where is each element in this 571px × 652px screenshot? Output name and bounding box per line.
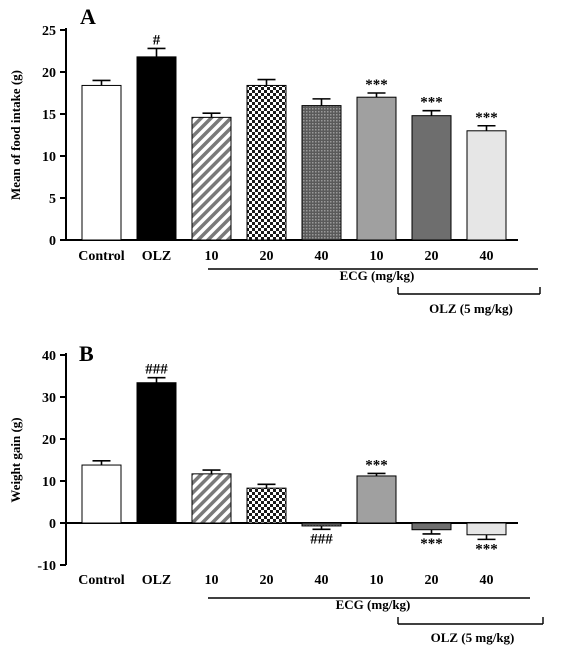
panel-b: B Weight gain (g) -10 0 10 20 30 40 ### ### ***… (8, 341, 544, 645)
x-tick-label: 40 (480, 573, 494, 588)
x-tick-label: Control (78, 573, 125, 588)
panel-b-y-axis-label: Weight gain (g) (8, 417, 23, 502)
y-tick-label: 0 (49, 517, 56, 532)
x-tick-label: 20 (425, 573, 439, 588)
x-tick-label: 10 (205, 249, 219, 264)
bar (246, 84, 287, 241)
significance-label: *** (475, 110, 498, 126)
panel-a-bars: # *** *** *** (81, 32, 507, 241)
y-tick-label: 20 (42, 66, 56, 81)
panel-a: A Mean of food intake (g) 0 5 10 15 20 25 # **… (8, 4, 541, 316)
bar (411, 522, 452, 531)
x-tick-label: OLZ (142, 573, 172, 588)
y-tick-label: -10 (37, 559, 56, 574)
panel-b-letter: B (79, 341, 94, 366)
y-tick-label: 20 (42, 433, 56, 448)
group-label: OLZ (5 mg/kg) (429, 301, 513, 316)
bar (356, 96, 397, 241)
bar (301, 522, 342, 527)
significance-label: ### (310, 531, 333, 547)
significance-label: *** (365, 457, 388, 473)
bar (81, 464, 122, 524)
bar (301, 105, 342, 241)
x-tick-label: 40 (480, 249, 494, 264)
y-tick-label: 10 (42, 475, 56, 490)
bar (191, 473, 232, 524)
x-tick-label: Control (78, 249, 125, 264)
x-tick-label: 20 (260, 249, 274, 264)
bar (356, 475, 397, 524)
panel-b-x-tick-labels: Control OLZ 10 20 40 10 20 40 (78, 573, 493, 588)
group-label: OLZ (5 mg/kg) (431, 630, 515, 645)
panel-b-group-brackets: ECG (mg/kg) OLZ (5 mg/kg) (208, 597, 544, 645)
x-tick-label: 40 (315, 573, 329, 588)
bar (191, 116, 232, 241)
x-tick-label: 20 (260, 573, 274, 588)
y-tick-label: 25 (42, 24, 56, 39)
panel-b-bars: ### ### *** *** *** (81, 362, 507, 557)
bar (411, 115, 452, 241)
significance-label: *** (365, 77, 388, 93)
panel-a-letter: A (80, 4, 96, 29)
y-tick-label: 5 (49, 192, 56, 207)
panel-a-group-brackets: ECG (mg/kg) OLZ (5 mg/kg) (208, 268, 541, 316)
bar (136, 382, 177, 524)
x-tick-label: OLZ (142, 249, 172, 264)
significance-label: *** (475, 541, 498, 557)
y-tick-label: 15 (42, 108, 56, 123)
y-tick-label: 30 (42, 391, 56, 406)
x-tick-label: 20 (425, 249, 439, 264)
x-tick-label: 10 (205, 573, 219, 588)
panel-a-x-tick-labels: Control OLZ 10 20 40 10 20 40 (78, 249, 493, 264)
bar (246, 487, 287, 524)
x-tick-label: 40 (315, 249, 329, 264)
y-tick-label: 40 (42, 349, 56, 364)
bar (466, 522, 507, 536)
significance-label: *** (420, 536, 443, 552)
y-tick-label: 10 (42, 150, 56, 165)
group-label: ECG (mg/kg) (340, 268, 415, 283)
bar (81, 84, 122, 241)
y-tick-label: 0 (49, 234, 56, 249)
group-label: ECG (mg/kg) (336, 597, 411, 612)
bar (136, 56, 177, 241)
panel-a-y-axis-label: Mean of food intake (g) (8, 70, 23, 200)
significance-label: *** (420, 95, 443, 111)
significance-label: ### (145, 362, 168, 378)
x-tick-label: 10 (370, 249, 384, 264)
bar (466, 130, 507, 241)
x-tick-label: 10 (370, 573, 384, 588)
significance-label: # (153, 32, 161, 48)
